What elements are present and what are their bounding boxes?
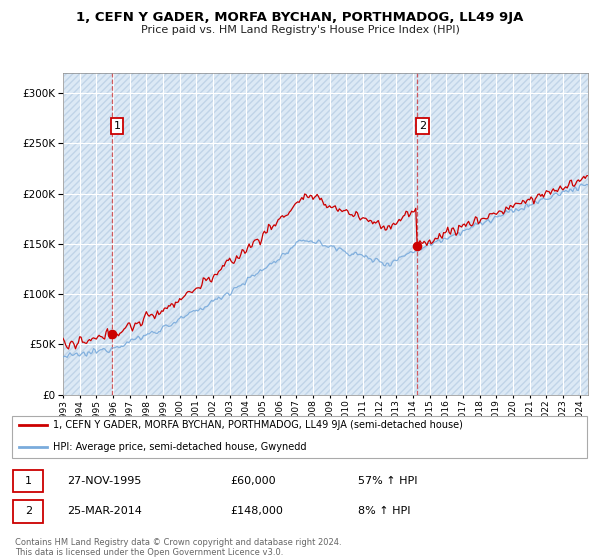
Text: Contains HM Land Registry data © Crown copyright and database right 2024.: Contains HM Land Registry data © Crown c…	[15, 538, 341, 547]
Text: 8% ↑ HPI: 8% ↑ HPI	[358, 506, 410, 516]
Text: 27-NOV-1995: 27-NOV-1995	[67, 476, 142, 486]
Text: 1, CEFN Y GADER, MORFA BYCHAN, PORTHMADOG, LL49 9JA (semi-detached house): 1, CEFN Y GADER, MORFA BYCHAN, PORTHMADO…	[53, 421, 463, 431]
FancyBboxPatch shape	[13, 470, 43, 492]
Text: HPI: Average price, semi-detached house, Gwynedd: HPI: Average price, semi-detached house,…	[53, 442, 306, 452]
Text: Price paid vs. HM Land Registry's House Price Index (HPI): Price paid vs. HM Land Registry's House …	[140, 25, 460, 35]
Text: 57% ↑ HPI: 57% ↑ HPI	[358, 476, 418, 486]
Text: 2: 2	[419, 121, 426, 131]
Text: This data is licensed under the Open Government Licence v3.0.: This data is licensed under the Open Gov…	[15, 548, 283, 557]
FancyBboxPatch shape	[12, 416, 587, 459]
Text: 2: 2	[25, 506, 32, 516]
Text: £60,000: £60,000	[230, 476, 276, 486]
Text: £148,000: £148,000	[230, 506, 283, 516]
Text: 1: 1	[25, 476, 32, 486]
Point	[107, 330, 116, 339]
Text: 1: 1	[113, 121, 121, 131]
Text: 1, CEFN Y GADER, MORFA BYCHAN, PORTHMADOG, LL49 9JA: 1, CEFN Y GADER, MORFA BYCHAN, PORTHMADO…	[76, 11, 524, 24]
Text: 25-MAR-2014: 25-MAR-2014	[67, 506, 142, 516]
Point	[412, 241, 422, 250]
FancyBboxPatch shape	[13, 500, 43, 523]
